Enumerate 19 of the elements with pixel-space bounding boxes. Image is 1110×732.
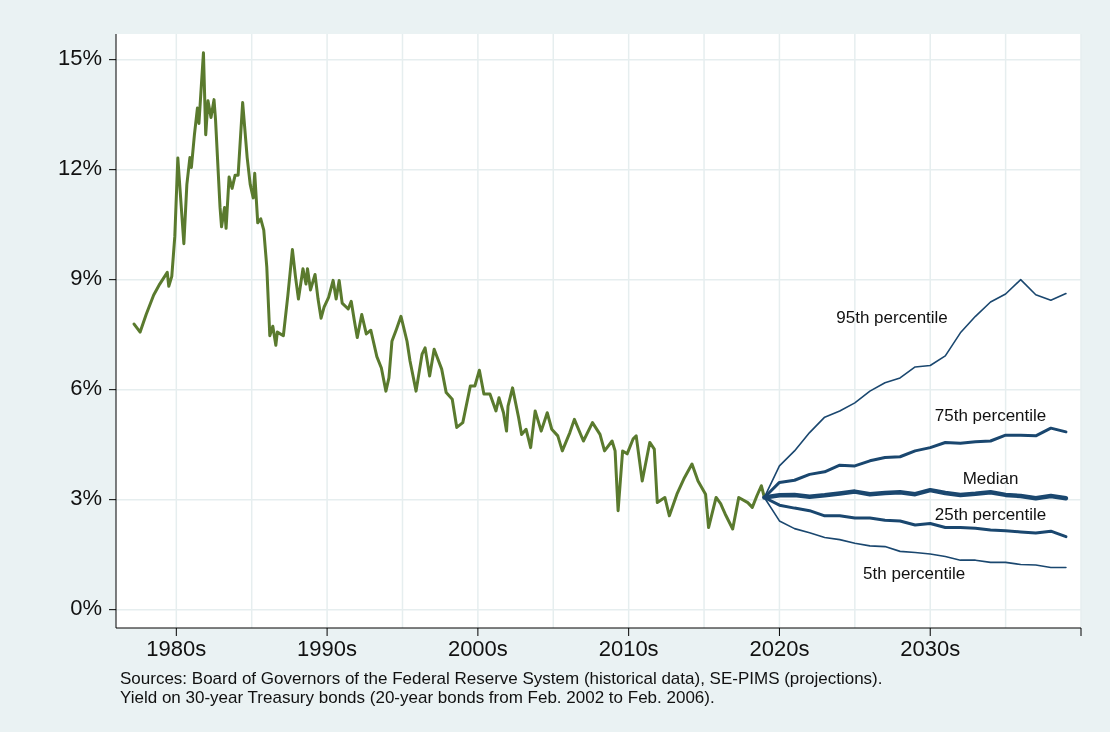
- y-tick-label: 0%: [70, 595, 102, 621]
- y-tick-label: 3%: [70, 485, 102, 511]
- series-label: 5th percentile: [863, 563, 966, 583]
- x-tick-label: 2000s: [447, 636, 508, 661]
- series-label: Median: [962, 468, 1019, 488]
- y-tick-label: 9%: [70, 265, 102, 291]
- x-tick-label: 2020s: [749, 636, 810, 661]
- y-tick-label: 6%: [70, 375, 102, 401]
- series-label: 95th percentile: [836, 308, 948, 328]
- y-tick-label: 15%: [57, 45, 102, 71]
- y-tick-label: 12%: [57, 155, 102, 181]
- text: Yield on 30-year Treasury bonds (20-year bonds from Feb. 2002 to Feb. 2006).: [120, 688, 715, 707]
- x-tick-label: 2030s: [900, 636, 961, 661]
- series-label: 75th percentile: [934, 406, 1047, 426]
- x-tick-label: 1990s: [297, 636, 358, 661]
- x-tick-label: 2010s: [598, 636, 659, 661]
- source-note: Sources: Board of Governors of the Federal Reserve System (historical data), SE-PIMS (projections).: [120, 669, 883, 688]
- x-tick-label: 1980s: [146, 636, 207, 661]
- series-label: 25th percentile: [934, 504, 1047, 524]
